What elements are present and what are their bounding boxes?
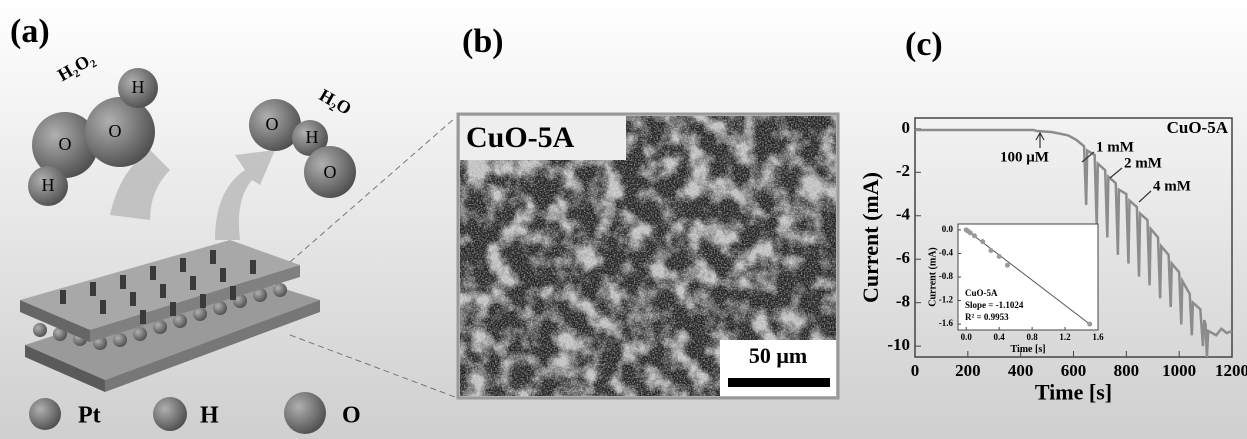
panel-label: (c) [905, 26, 943, 63]
y-tick-label: -0.4 [939, 248, 954, 258]
atom-label: O [324, 162, 337, 182]
x-tick-label: 1.6 [1092, 332, 1104, 342]
x-axis-label: Time [s] [1035, 379, 1112, 404]
annotation: CuO-5A [1167, 118, 1229, 137]
legend-marker [284, 392, 326, 434]
x-tick-label: 0.8 [1026, 332, 1038, 342]
annotation: 1 mM [1096, 139, 1134, 155]
legend-label: O [342, 403, 361, 429]
x-tick-label: 1000 [1162, 361, 1196, 380]
x-tick-label: 1200 [1215, 361, 1247, 380]
x-tick-label: 0.0 [961, 332, 973, 342]
atom-label: O [266, 114, 279, 134]
atom-label: H [132, 77, 145, 97]
y-tick-label: -1.6 [939, 318, 954, 328]
scale-label: 50 μm [749, 343, 807, 368]
annotation: 2 mM [1124, 155, 1162, 171]
legend-marker [153, 397, 187, 431]
data-point [968, 230, 973, 235]
page: (a) H₂O₂ H₂O O O H H O H O Pt H O (b) Cu… [0, 0, 1247, 439]
atom-label: O [59, 134, 72, 154]
panel-label: (b) [462, 23, 504, 60]
scale-bar [728, 378, 830, 387]
annotation: 4 mM [1153, 178, 1191, 194]
y-tick-label: -1.2 [939, 295, 954, 305]
sample-label: CuO-5A [466, 121, 575, 154]
data-point [1005, 263, 1010, 268]
annotation: 100 μM [1000, 149, 1049, 165]
y-tick-label: -8 [896, 292, 910, 311]
atom-label: H [42, 175, 55, 195]
legend-label: H [200, 403, 219, 429]
y-tick-label: -10 [887, 335, 910, 354]
x-tick-label: 1.2 [1059, 332, 1071, 342]
y-axis-label: Current (mA) [858, 172, 883, 303]
panel-label: (a) [10, 13, 50, 50]
y-tick-label: -0.8 [939, 271, 954, 281]
x-axis-label: Time [s] [1010, 344, 1045, 355]
atom-label: O [109, 121, 122, 141]
x-tick-label: 0.4 [994, 332, 1006, 342]
y-tick-label: -2 [896, 161, 910, 180]
x-tick-label: 200 [955, 361, 981, 380]
y-axis-label: Current (mA) [927, 247, 938, 307]
x-tick-label: 800 [1114, 361, 1140, 380]
data-point [980, 239, 985, 244]
x-tick-label: 400 [1008, 361, 1034, 380]
data-point [972, 233, 977, 238]
legend-marker [29, 398, 61, 430]
figure: (a) H₂O₂ H₂O O O H H O H O Pt H O (b) Cu… [0, 0, 1247, 439]
x-tick-label: 0 [911, 361, 920, 380]
legend-label: Pt [78, 403, 101, 429]
atom-label: H [306, 127, 319, 147]
annotation: R² = 0.9953 [965, 312, 1009, 322]
annotation: Slope = -1.1024 [965, 300, 1024, 310]
data-point [988, 248, 993, 253]
y-tick-label: 0.0 [942, 224, 954, 234]
y-tick-label: -4 [896, 205, 911, 224]
x-tick-label: 600 [1061, 361, 1087, 380]
y-tick-label: -6 [896, 248, 910, 267]
data-point [1087, 322, 1092, 327]
data-point [997, 254, 1002, 259]
annotation: CuO-5A [965, 288, 998, 298]
y-tick-label: 0 [902, 118, 911, 137]
